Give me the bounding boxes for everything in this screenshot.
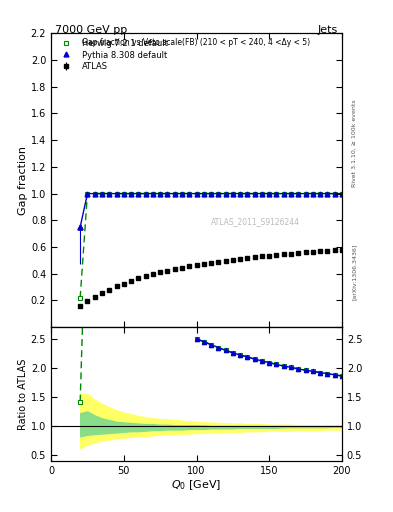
Pythia 8.308 default	[274, 190, 279, 197]
Text: ATLAS_2011_S9126244: ATLAS_2011_S9126244	[211, 217, 300, 226]
Pythia 8.308 default	[173, 190, 177, 197]
Herwig 7.2.1 default	[180, 190, 184, 197]
Herwig 7.2.1 default	[238, 190, 242, 197]
Pythia 8.308 default	[100, 190, 105, 197]
Herwig 7.2.1 default	[303, 190, 308, 197]
Pythia 8.308 default	[318, 190, 323, 197]
Pythia 8.308 default	[158, 190, 163, 197]
Herwig 7.2.1 default	[165, 190, 170, 197]
Herwig 7.2.1 default	[114, 190, 119, 197]
Pythia 8.308 default	[187, 190, 192, 197]
Y-axis label: Gap fraction: Gap fraction	[18, 146, 28, 215]
Herwig 7.2.1 default	[267, 190, 272, 197]
Herwig 7.2.1 default	[85, 190, 90, 197]
Herwig 7.2.1 default	[173, 190, 177, 197]
Text: Jets: Jets	[318, 25, 338, 35]
Pythia 8.308 default	[85, 190, 90, 197]
Herwig 7.2.1 default	[194, 190, 199, 197]
Pythia 8.308 default	[121, 190, 126, 197]
Herwig 7.2.1 default	[332, 190, 337, 197]
Pythia 8.308 default	[107, 190, 112, 197]
Herwig 7.2.1 default	[107, 190, 112, 197]
Herwig 7.2.1 default	[296, 190, 301, 197]
Pythia 8.308 default	[310, 190, 315, 197]
Herwig 7.2.1 default	[231, 190, 235, 197]
Pythia 8.308 default	[245, 190, 250, 197]
Pythia 8.308 default	[151, 190, 155, 197]
Pythia 8.308 default	[136, 190, 141, 197]
Pythia 8.308 default	[238, 190, 242, 197]
Pythia 8.308 default	[129, 190, 134, 197]
Y-axis label: Ratio to ATLAS: Ratio to ATLAS	[18, 358, 28, 430]
Herwig 7.2.1 default	[136, 190, 141, 197]
Legend: Herwig 7.2.1 default, Pythia 8.308 default, ATLAS: Herwig 7.2.1 default, Pythia 8.308 defau…	[53, 36, 171, 74]
Pythia 8.308 default	[303, 190, 308, 197]
Pythia 8.308 default	[92, 190, 97, 197]
Herwig 7.2.1 default	[325, 190, 330, 197]
Pythia 8.308 default	[281, 190, 286, 197]
Pythia 8.308 default	[289, 190, 294, 197]
Pythia 8.308 default	[260, 190, 264, 197]
Herwig 7.2.1 default	[202, 190, 206, 197]
Herwig 7.2.1 default	[209, 190, 213, 197]
Herwig 7.2.1 default	[289, 190, 294, 197]
Herwig 7.2.1 default	[245, 190, 250, 197]
Pythia 8.308 default	[209, 190, 213, 197]
Herwig 7.2.1 default	[158, 190, 163, 197]
Herwig 7.2.1 default	[274, 190, 279, 197]
Line: Pythia 8.308 default: Pythia 8.308 default	[78, 191, 344, 229]
Herwig 7.2.1 default	[216, 190, 221, 197]
Pythia 8.308 default	[231, 190, 235, 197]
Herwig 7.2.1 default	[129, 190, 134, 197]
Line: Herwig 7.2.1 default: Herwig 7.2.1 default	[78, 191, 344, 300]
Herwig 7.2.1 default	[151, 190, 155, 197]
Herwig 7.2.1 default	[78, 295, 83, 301]
Pythia 8.308 default	[180, 190, 184, 197]
Herwig 7.2.1 default	[252, 190, 257, 197]
Pythia 8.308 default	[165, 190, 170, 197]
Herwig 7.2.1 default	[310, 190, 315, 197]
Text: [arXiv:1306.3436]: [arXiv:1306.3436]	[352, 243, 357, 300]
Herwig 7.2.1 default	[223, 190, 228, 197]
Pythia 8.308 default	[78, 224, 83, 230]
Pythia 8.308 default	[143, 190, 148, 197]
Pythia 8.308 default	[202, 190, 206, 197]
Herwig 7.2.1 default	[100, 190, 105, 197]
Pythia 8.308 default	[114, 190, 119, 197]
Pythia 8.308 default	[223, 190, 228, 197]
Pythia 8.308 default	[194, 190, 199, 197]
Text: Gap fraction vs Veto scale(FB) (210 < pT < 240, 4 <Δy < 5): Gap fraction vs Veto scale(FB) (210 < pT…	[83, 38, 310, 47]
Pythia 8.308 default	[252, 190, 257, 197]
Pythia 8.308 default	[216, 190, 221, 197]
Herwig 7.2.1 default	[318, 190, 323, 197]
Herwig 7.2.1 default	[281, 190, 286, 197]
Pythia 8.308 default	[332, 190, 337, 197]
Herwig 7.2.1 default	[143, 190, 148, 197]
Herwig 7.2.1 default	[260, 190, 264, 197]
Pythia 8.308 default	[340, 190, 344, 197]
Text: 7000 GeV pp: 7000 GeV pp	[55, 25, 127, 35]
Pythia 8.308 default	[267, 190, 272, 197]
Herwig 7.2.1 default	[340, 190, 344, 197]
X-axis label: $Q_0$ [GeV]: $Q_0$ [GeV]	[171, 478, 222, 492]
Text: Rivet 3.1.10, ≥ 100k events: Rivet 3.1.10, ≥ 100k events	[352, 99, 357, 187]
Herwig 7.2.1 default	[187, 190, 192, 197]
Pythia 8.308 default	[296, 190, 301, 197]
Herwig 7.2.1 default	[92, 190, 97, 197]
Herwig 7.2.1 default	[121, 190, 126, 197]
Pythia 8.308 default	[325, 190, 330, 197]
